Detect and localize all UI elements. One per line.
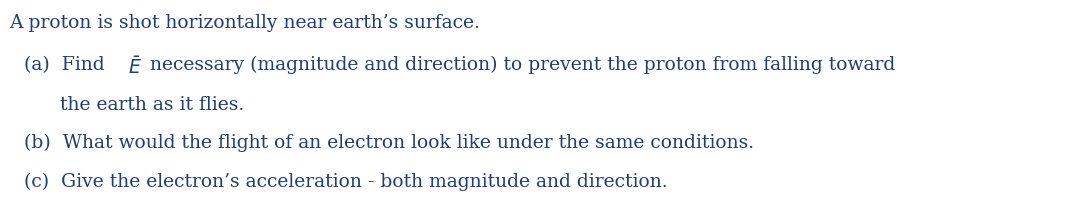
- Text: A proton is shot horizontally near earth’s surface.: A proton is shot horizontally near earth…: [9, 14, 479, 32]
- Text: (b)  What would the flight of an electron look like under the same conditions.: (b) What would the flight of an electron…: [24, 133, 754, 152]
- Text: (a)  Find: (a) Find: [24, 56, 111, 74]
- Text: $\bar{E}$: $\bar{E}$: [129, 56, 142, 78]
- Text: (c)  Give the electron’s acceleration - both magnitude and direction.: (c) Give the electron’s acceleration - b…: [24, 173, 668, 191]
- Text: necessary (magnitude and direction) to prevent the proton from falling toward: necessary (magnitude and direction) to p…: [144, 56, 895, 74]
- Text: the earth as it flies.: the earth as it flies.: [24, 96, 244, 113]
